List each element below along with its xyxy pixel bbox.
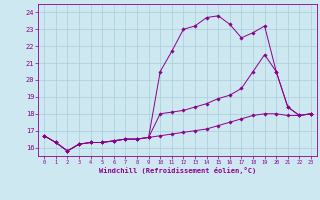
X-axis label: Windchill (Refroidissement éolien,°C): Windchill (Refroidissement éolien,°C) — [99, 167, 256, 174]
